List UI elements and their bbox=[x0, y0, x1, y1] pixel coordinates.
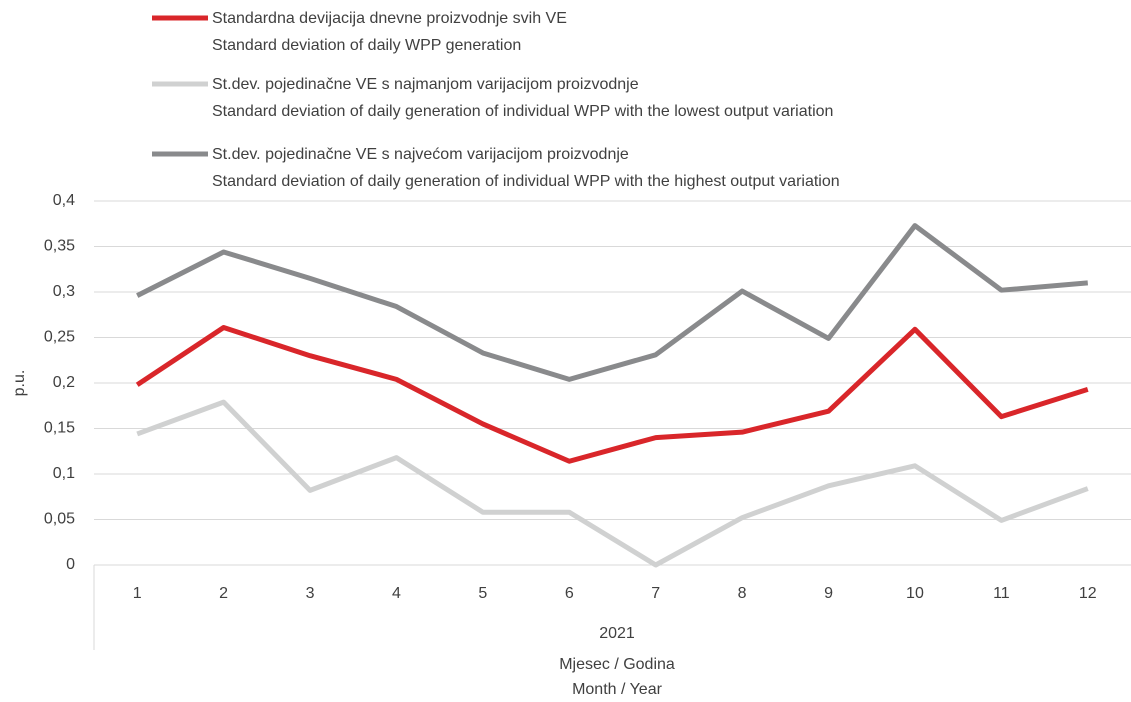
x-tick-label: 4 bbox=[392, 585, 401, 602]
x-tick-label: 12 bbox=[1079, 585, 1097, 602]
x-tick-label: 1 bbox=[133, 585, 142, 602]
legend-label: Standardna devijacija dnevne proizvodnje… bbox=[212, 10, 567, 54]
x-tick-label: 6 bbox=[565, 585, 574, 602]
x-tick-label: 7 bbox=[651, 585, 660, 602]
x-axis-label: Mjesec / Godina Month / Year bbox=[559, 656, 675, 698]
x-tick-label: 10 bbox=[906, 585, 924, 602]
series-line bbox=[136, 399, 1089, 568]
x-tick-label: 2 bbox=[219, 585, 228, 602]
x-tick-label: 3 bbox=[306, 585, 315, 602]
x-tick-label: 11 bbox=[993, 585, 1010, 602]
y-tick-label: 0,2 bbox=[53, 374, 75, 391]
y-tick-label: 0,4 bbox=[53, 192, 75, 209]
y-tick-label: 0,35 bbox=[44, 238, 75, 255]
y-tick-label: 0,3 bbox=[53, 283, 75, 300]
y-tick-label: 0,05 bbox=[44, 511, 75, 528]
legend-label: St.dev. pojedinačne VE s najvećom varija… bbox=[212, 146, 840, 190]
group-label: 2021 bbox=[599, 625, 635, 642]
y-tick-label: 0,15 bbox=[44, 420, 75, 437]
y-axis-label: p.u. bbox=[11, 370, 28, 397]
x-tick-label: 5 bbox=[478, 585, 487, 602]
x-tick-label: 9 bbox=[824, 585, 833, 602]
y-tick-label: 0,1 bbox=[53, 465, 75, 482]
y-tick-label: 0 bbox=[66, 556, 75, 573]
y-tick-label: 0,25 bbox=[44, 329, 75, 346]
x-tick-label: 8 bbox=[738, 585, 747, 602]
series-line bbox=[136, 223, 1088, 382]
series-line bbox=[135, 324, 1089, 464]
legend-label: St.dev. pojedinačne VE s najmanjom varij… bbox=[212, 76, 834, 120]
